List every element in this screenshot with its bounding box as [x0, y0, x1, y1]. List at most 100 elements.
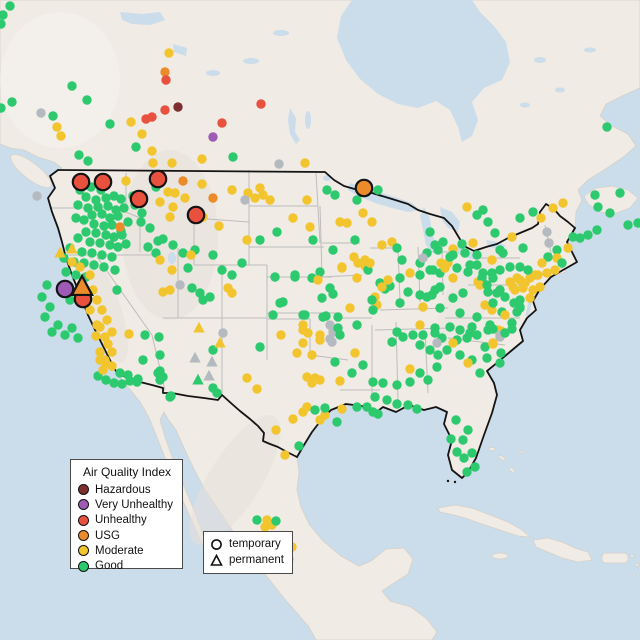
station-marker-moderate [345, 303, 355, 313]
station-marker-good [392, 243, 402, 253]
station-marker-good [112, 285, 122, 295]
station-marker-moderate [85, 270, 95, 280]
station-marker-moderate [480, 300, 490, 310]
station-marker-no-data [203, 369, 215, 381]
station-marker-good [507, 324, 517, 334]
station-marker-good [168, 240, 178, 250]
station-marker-moderate [358, 208, 368, 218]
antilles-1 [630, 554, 634, 558]
station-marker-good [515, 213, 525, 223]
station-marker-good [166, 391, 176, 401]
station-marker-moderate [548, 203, 558, 213]
legend-item-good: Good [78, 558, 176, 573]
station-marker-good [455, 325, 465, 335]
station-marker-unhealthy [160, 105, 170, 115]
legend-label: Unhealthy [95, 514, 147, 527]
station-marker-good [392, 380, 402, 390]
station-marker-good [483, 287, 493, 297]
station-marker-good [132, 377, 142, 387]
station-marker-moderate [75, 262, 85, 272]
legend-item-hazardous: Hazardous [78, 482, 176, 497]
station-marker-good [552, 245, 562, 255]
station-marker-moderate [377, 282, 387, 292]
station-marker-good [155, 350, 165, 360]
station-marker-moderate [107, 347, 117, 357]
station-marker-good [557, 258, 567, 268]
station-marker-good [498, 248, 508, 258]
station-marker-good [0, 10, 8, 20]
station-marker-moderate [95, 322, 105, 332]
station-marker-moderate [307, 378, 317, 388]
hudson-bay [337, 0, 510, 142]
station-marker-good [438, 237, 448, 247]
station-marker-good [294, 441, 304, 451]
station-marker-good [602, 122, 612, 132]
station-marker-good [208, 250, 218, 260]
station-marker-unhealthy [186, 205, 206, 225]
great-salt-lake [168, 252, 176, 264]
station-marker-good [500, 292, 510, 302]
station-marker-moderate [488, 339, 498, 349]
bahamas-1 [488, 447, 496, 451]
station-marker-moderate [214, 221, 224, 231]
legend-item-unhealthy: Unhealthy [78, 513, 176, 528]
station-marker-good [373, 185, 383, 195]
station-marker-good [350, 235, 360, 245]
station-marker-good [136, 217, 146, 227]
station-marker-moderate [350, 348, 360, 358]
station-marker-good [373, 409, 383, 419]
station-marker-good [103, 201, 113, 211]
station-marker-good [91, 228, 101, 238]
station-marker-moderate [167, 265, 177, 275]
station-marker-good [398, 332, 408, 342]
station-marker-moderate [67, 257, 77, 267]
station-marker-good [140, 330, 150, 340]
station-marker-good [382, 395, 392, 405]
cuba [437, 504, 532, 538]
legend-label: Very Unhealthy [95, 498, 173, 511]
station-marker-good [110, 265, 120, 275]
station-marker-good [79, 215, 89, 225]
small-lake-5 [555, 87, 565, 93]
station-marker-usg [208, 193, 218, 203]
station-marker-moderate [255, 183, 265, 193]
station-marker-good [412, 404, 422, 414]
station-marker-good [47, 327, 57, 337]
usg-swatch-icon [78, 530, 89, 542]
station-marker-moderate [475, 280, 485, 290]
station-marker-good [217, 265, 227, 275]
station-marker-moderate [550, 265, 560, 275]
station-marker-moderate [537, 258, 547, 268]
station-marker-moderate [377, 240, 387, 250]
station-marker-good [368, 377, 378, 387]
station-marker-good [425, 345, 435, 355]
station-marker-unhealthy [93, 172, 113, 192]
station-marker-good [131, 142, 141, 152]
station-marker-no-data [240, 195, 250, 205]
station-marker-usg [115, 222, 125, 232]
station-marker-good [592, 225, 602, 235]
station-marker-moderate [227, 288, 237, 298]
station-marker-moderate [512, 273, 522, 283]
legend-label: temporary [229, 538, 281, 550]
station-marker-good [123, 370, 133, 380]
station-marker-good [430, 240, 440, 250]
station-marker-good [113, 242, 123, 252]
station-marker-good [320, 403, 330, 413]
station-marker-good [392, 399, 402, 409]
station-marker-good [48, 111, 58, 121]
station-marker-good [397, 255, 407, 265]
station-marker-unhealthy [217, 118, 227, 128]
station-marker-no-data [189, 351, 201, 363]
station-marker-moderate [252, 384, 262, 394]
station-marker-good [515, 303, 525, 313]
station-marker-good [615, 188, 625, 198]
station-marker-good [463, 267, 473, 277]
station-marker-good [462, 467, 472, 477]
station-marker-moderate [520, 278, 530, 288]
station-marker-good [109, 378, 119, 388]
station-marker-good [99, 262, 109, 272]
station-marker-moderate [305, 222, 315, 232]
station-marker-moderate [500, 310, 510, 320]
station-marker-moderate [558, 198, 568, 208]
